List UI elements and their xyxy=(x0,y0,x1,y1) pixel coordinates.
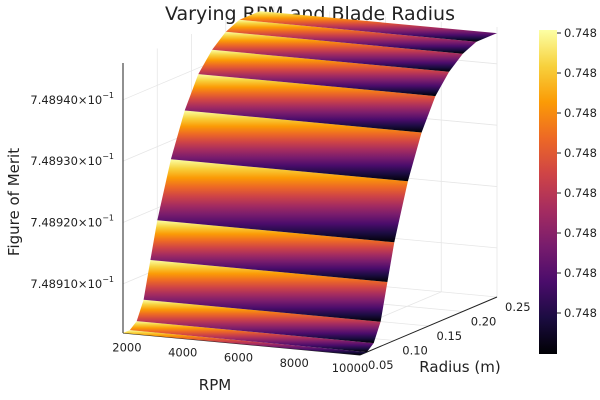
y-axis-line xyxy=(359,296,498,356)
surface-strip xyxy=(225,19,477,54)
colorbar: 0.748 0.748 0.748 0.748 0.748 0.748 0.748 0.748 xyxy=(539,26,597,354)
surface-strip xyxy=(184,74,436,133)
x-tick-label: 2000 xyxy=(112,340,141,354)
x-tick-label: 6000 xyxy=(224,351,253,365)
colorbar-tick-label: 0.748 xyxy=(564,186,597,200)
z-axis-label: Figure of Merit xyxy=(5,148,23,256)
colorbar-tick-label: 0.748 xyxy=(564,66,597,80)
surface-strip xyxy=(212,31,463,72)
y-tick-label: 0.05 xyxy=(368,358,394,372)
surface-strip xyxy=(143,260,388,322)
colorbar-fill xyxy=(539,30,557,354)
x-tick-label: 8000 xyxy=(280,356,309,370)
surface-strip xyxy=(129,321,374,353)
colorbar-tick-label: 0.748 xyxy=(564,266,597,280)
z-tick-label: 7.48910×10−1 xyxy=(30,275,114,291)
colorbar-tick-label: 0.748 xyxy=(564,306,597,320)
y-tick-label: 0.10 xyxy=(402,344,428,358)
y-tick-label: 0.25 xyxy=(505,300,531,314)
colorbar-tick-label: 0.748 xyxy=(564,226,597,240)
y-tick-label: 0.15 xyxy=(437,329,463,343)
x-tick-label: 4000 xyxy=(168,345,197,359)
y-axis-label: Radius (m) xyxy=(419,358,500,376)
chart-title: Varying RPM and Blade Radius xyxy=(165,3,455,25)
tick-labels: 2000 4000 6000 8000 10000 0.05 0.10 0.15 0.20 0.2… xyxy=(30,91,530,375)
colorbar-tick-label: 0.748 xyxy=(564,26,597,40)
surface-strip xyxy=(239,11,497,42)
z-tick-label: 7.48940×10−1 xyxy=(30,91,114,107)
x-axis-label: RPM xyxy=(199,376,231,394)
surface-strip xyxy=(136,299,381,344)
colorbar-ticks: 0.748 0.748 0.748 0.748 0.748 0.748 0.748 0.748 xyxy=(557,26,597,320)
surface-strip xyxy=(198,49,450,97)
surface xyxy=(123,11,497,355)
surface-strip xyxy=(150,220,395,282)
x-tick-label: 10000 xyxy=(332,361,369,375)
surface-strip xyxy=(123,330,367,355)
y-tick-label: 0.20 xyxy=(471,315,497,329)
colorbar-tick-label: 0.748 xyxy=(564,106,597,120)
surface-strip xyxy=(170,110,422,182)
z-tick-label: 7.48930×10−1 xyxy=(30,152,114,168)
surface-strip xyxy=(157,159,408,243)
z-tick-label: 7.48920×10−1 xyxy=(30,214,114,230)
colorbar-tick-label: 0.748 xyxy=(564,146,597,160)
